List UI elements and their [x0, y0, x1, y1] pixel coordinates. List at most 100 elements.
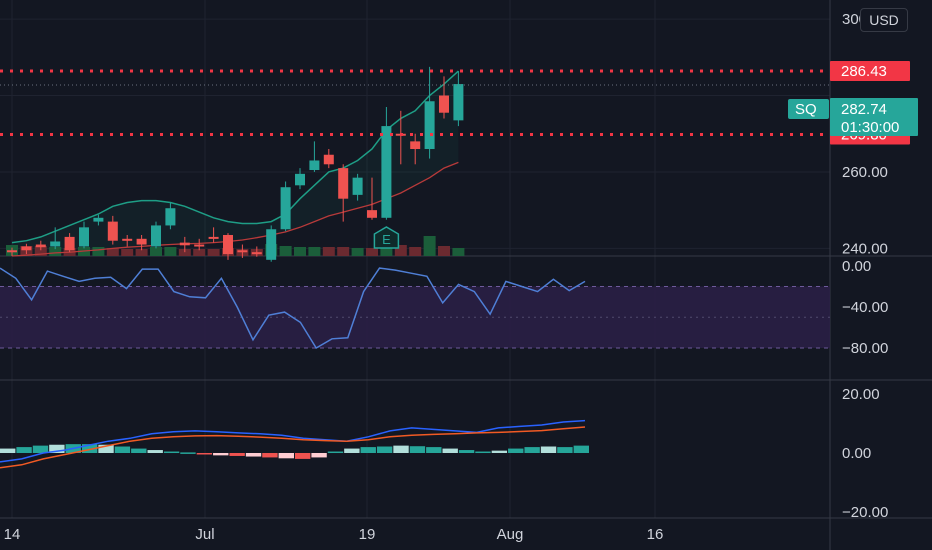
volume-bar: [423, 236, 436, 256]
candle-body[interactable]: [21, 246, 32, 251]
candle-body[interactable]: [93, 217, 104, 222]
candle-body[interactable]: [280, 187, 291, 230]
macd-histogram-bar: [180, 452, 196, 454]
macd-histogram-bar: [540, 446, 557, 453]
macd-histogram-bar: [491, 450, 508, 453]
volume-bar: [366, 248, 378, 256]
time-axis-tick: Jul: [195, 526, 214, 543]
macd-histogram-bar: [131, 448, 147, 453]
macd-histogram-bar: [393, 445, 409, 453]
macd-histogram-bar: [311, 453, 327, 458]
time-axis-tick: 19: [359, 526, 376, 543]
candle-body[interactable]: [151, 225, 161, 247]
macd-histogram-bar: [81, 444, 98, 453]
candle-body[interactable]: [223, 234, 233, 255]
macd-histogram-bar: [229, 453, 245, 456]
candle-body[interactable]: [410, 141, 421, 150]
macd-histogram-bar: [426, 447, 442, 453]
volume-bar: [438, 246, 450, 256]
volume-bar: [394, 245, 407, 256]
volume-bar: [150, 247, 162, 256]
candle-body[interactable]: [381, 126, 392, 218]
candle-body[interactable]: [237, 250, 248, 253]
candle-body[interactable]: [79, 227, 89, 247]
earnings-marker-label: E: [382, 232, 391, 247]
volume-bar: [294, 247, 306, 256]
macd-histogram-bar: [508, 448, 524, 453]
candle-body[interactable]: [367, 210, 377, 218]
macd-histogram-bar: [573, 445, 589, 453]
candle-body[interactable]: [194, 244, 205, 247]
candle-body[interactable]: [453, 84, 464, 121]
price-level-badge: [830, 60, 910, 81]
volume-bar: [92, 247, 105, 256]
candle-body[interactable]: [439, 95, 449, 113]
candle-body[interactable]: [266, 229, 277, 260]
volume-bar: [337, 247, 350, 256]
candle-body[interactable]: [309, 160, 320, 171]
volume-bar: [193, 249, 206, 256]
macd-axis-tick: 0.00: [842, 445, 871, 462]
candle-body[interactable]: [165, 208, 176, 226]
currency-button[interactable]: USD: [860, 8, 908, 32]
symbol-badge[interactable]: [788, 99, 829, 119]
candle-body[interactable]: [208, 236, 219, 239]
time-axis-tick: Aug: [497, 526, 524, 543]
volume-bar: [322, 247, 335, 256]
countdown-label: 01:30:00: [841, 119, 899, 136]
macd-histogram-bar: [114, 446, 131, 453]
macd-axis-tick: 20.00: [842, 386, 880, 403]
candle-body[interactable]: [323, 154, 334, 165]
candle-body[interactable]: [295, 173, 305, 186]
macd-histogram-bar: [524, 447, 540, 453]
volume-bar: [49, 247, 62, 256]
price-level-label: 286.43: [841, 63, 887, 80]
volume-bar: [279, 246, 292, 256]
candle-body[interactable]: [122, 238, 133, 241]
bollinger-fill: [12, 71, 459, 256]
volume-bar: [409, 247, 422, 256]
macd-histogram-bar: [409, 446, 426, 453]
macd-histogram-bar: [32, 445, 49, 453]
volume-bar: [178, 249, 191, 256]
candle-body[interactable]: [338, 168, 349, 199]
price-axis-tick: 240.00: [842, 240, 888, 257]
candle-body[interactable]: [7, 250, 17, 253]
oscillator-axis-tick: −80.00: [842, 340, 888, 357]
macd-axis-tick: −20.00: [842, 504, 888, 521]
macd-histogram-bar: [344, 448, 360, 453]
volume-bar: [452, 248, 465, 256]
signal-line: [0, 426, 586, 469]
volume-bar: [164, 247, 177, 256]
candle-body[interactable]: [251, 252, 262, 255]
candle-body[interactable]: [136, 238, 147, 245]
candle-body[interactable]: [64, 236, 75, 251]
candle-body[interactable]: [424, 101, 435, 150]
candle-body[interactable]: [50, 241, 61, 247]
time-axis-tick: 14: [4, 526, 21, 543]
candle-body[interactable]: [179, 242, 190, 246]
macd-histogram-bar: [196, 453, 213, 455]
candle-body[interactable]: [352, 177, 363, 195]
last-price-badge: [830, 98, 918, 136]
macd-histogram-bar: [360, 447, 376, 453]
earnings-marker-icon[interactable]: [373, 226, 400, 249]
oscillator-axis-tick: −40.00: [842, 299, 888, 316]
candle-body[interactable]: [107, 221, 118, 241]
volume-bar: [106, 248, 119, 256]
macd-histogram-bar: [0, 448, 16, 453]
macd-histogram-bar: [213, 453, 229, 456]
macd-histogram-bar: [557, 447, 573, 453]
price-axis-tick: 260.00: [842, 164, 888, 181]
macd-histogram-bar: [295, 453, 311, 459]
macd-histogram-bar: [245, 453, 262, 457]
candle-body[interactable]: [35, 244, 46, 248]
volume-bar: [308, 247, 321, 256]
macd-histogram-bar: [278, 453, 294, 459]
macd-histogram-bar: [327, 451, 344, 454]
macd-histogram-bar: [16, 447, 32, 453]
volume-bar: [135, 249, 148, 256]
last-price-label: 282.74: [841, 101, 887, 118]
